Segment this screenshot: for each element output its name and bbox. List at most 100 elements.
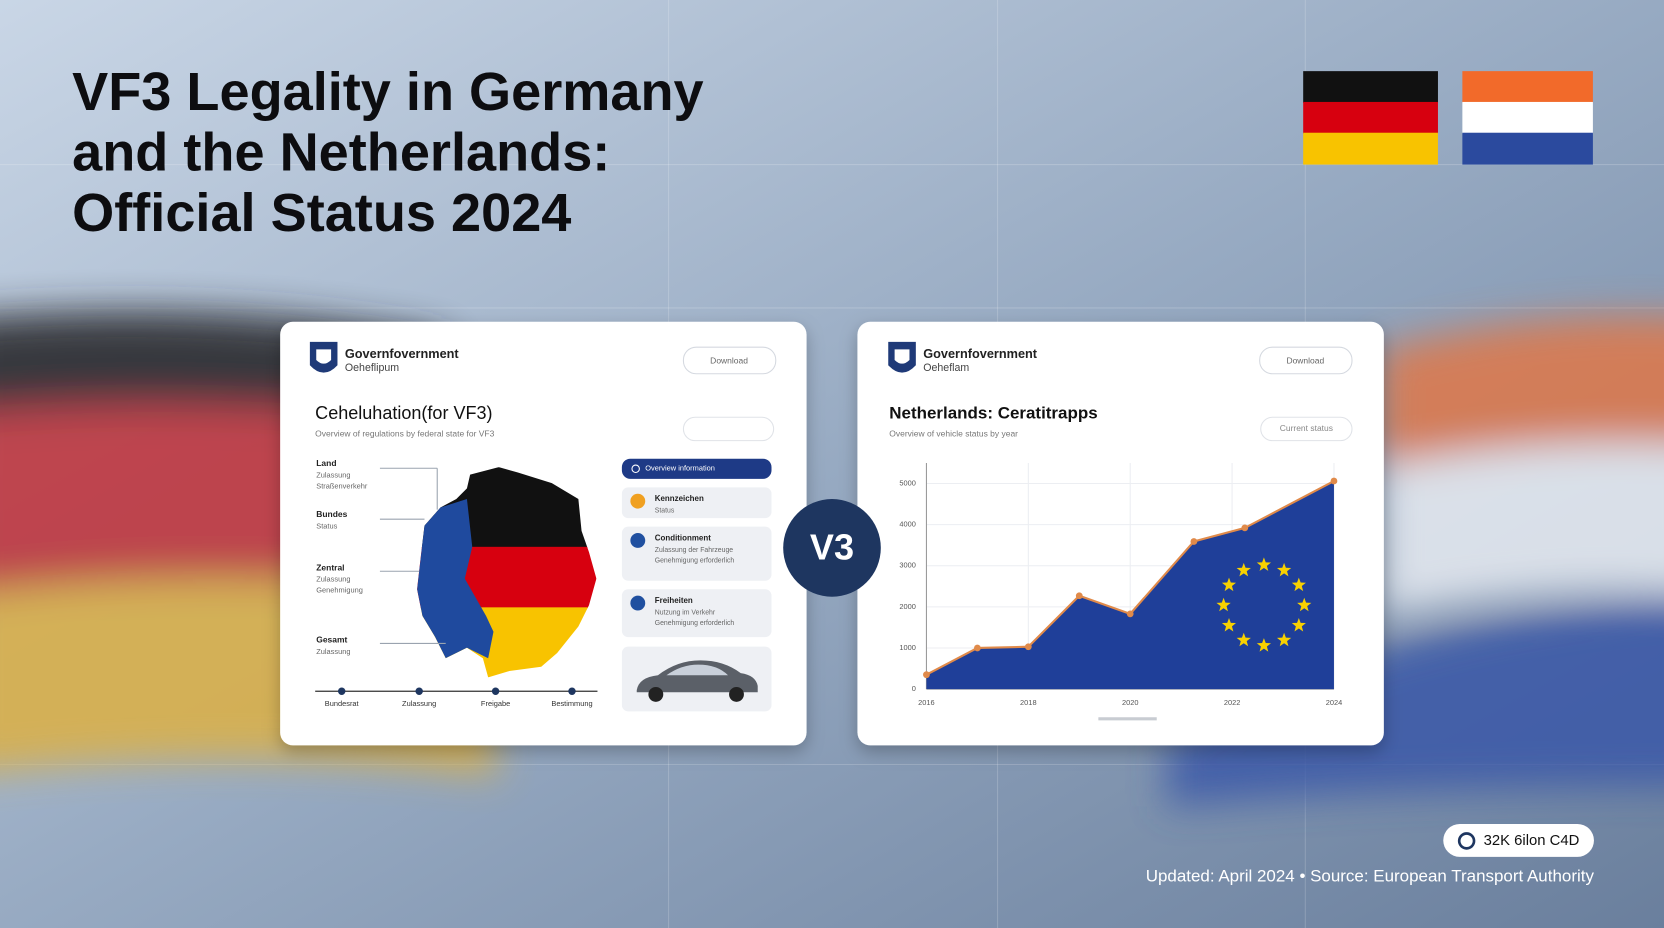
title-line: Official Status 2024 bbox=[72, 183, 571, 243]
map-connectors bbox=[379, 467, 446, 644]
list-icon bbox=[630, 533, 646, 548]
card-heading: Ceheluhation(for VF3) bbox=[315, 403, 492, 423]
legend-line: Genehmigung bbox=[316, 585, 363, 594]
info-list: Overview information Kennzeichen Status Con… bbox=[621, 458, 772, 638]
timeline-dot bbox=[568, 687, 576, 695]
list-title: Overview information bbox=[645, 464, 715, 473]
timeline-dot bbox=[338, 687, 346, 695]
timeline-dot bbox=[415, 687, 423, 695]
netherlands-card: Governfovernment Oeheflam Download Nethe… bbox=[857, 321, 1384, 746]
star bbox=[1297, 597, 1312, 612]
title-line: VF3 Legality in Germany bbox=[72, 62, 704, 122]
list-line: Nutzung im Verkehr bbox=[655, 609, 716, 616]
list-item[interactable] bbox=[621, 458, 772, 479]
star bbox=[1276, 562, 1292, 577]
download-button[interactable] bbox=[1259, 346, 1353, 375]
x-tick-label: 2016 bbox=[918, 698, 935, 707]
blurred-dutch-flag bbox=[1167, 316, 1664, 807]
title-line: and the Netherlands: bbox=[72, 122, 610, 182]
y-tick-label: 5000 bbox=[899, 478, 916, 487]
list-icon bbox=[631, 464, 640, 474]
point bbox=[1190, 538, 1198, 545]
list-line: Genehmigung erforderlich bbox=[655, 620, 735, 627]
y-tick-label: 4000 bbox=[899, 520, 916, 529]
legend-line: Straßenverkehr bbox=[316, 481, 368, 490]
x-tick-label: 2018 bbox=[1020, 698, 1037, 707]
timeline: Bundesrat Zulassung Freigabe Bestimmung bbox=[315, 687, 598, 708]
point bbox=[1075, 592, 1083, 600]
star bbox=[1221, 577, 1237, 592]
line bbox=[925, 480, 1335, 676]
area-chart: 0 1000 2000 3000 4000 5000 2016 2018 2020 2022 202… bbox=[899, 462, 1343, 707]
card-subheading: Overview of vehicle status by year bbox=[889, 429, 1018, 439]
timeline-dot bbox=[491, 687, 500, 695]
timeline-label: Bundesrat bbox=[325, 699, 359, 708]
germany-card: Governfovernment Oeheflipum Download Ceh… bbox=[280, 321, 807, 746]
badge-icon bbox=[1457, 832, 1476, 850]
list-item[interactable] bbox=[621, 589, 772, 638]
y-tick-label: 1000 bbox=[899, 643, 916, 652]
list-icon bbox=[630, 595, 646, 611]
list-line: Status bbox=[655, 508, 675, 515]
legend-line: Zulassung bbox=[316, 647, 350, 656]
filter-button[interactable] bbox=[682, 416, 775, 442]
title: VF3 Legality in Germany and the Netherla… bbox=[72, 62, 704, 243]
point bbox=[1241, 524, 1249, 532]
flag-netherlands bbox=[1462, 71, 1593, 165]
legend-title: Bundes bbox=[316, 509, 347, 519]
status-button[interactable] bbox=[1260, 416, 1353, 442]
x-tick-label: 2022 bbox=[1224, 698, 1241, 707]
timeline-label: Zulassung bbox=[402, 699, 436, 708]
point bbox=[1126, 610, 1134, 618]
star bbox=[1221, 617, 1237, 632]
point bbox=[1330, 477, 1338, 485]
list-icon bbox=[630, 493, 646, 509]
x-tick-label: 2020 bbox=[1122, 698, 1139, 707]
flag-germany bbox=[1303, 71, 1438, 165]
org-sub: Oeheflam bbox=[923, 362, 969, 374]
download-button[interactable] bbox=[682, 346, 777, 375]
legend: LandZulassungStraßenverkehrBundesStatusZ… bbox=[316, 458, 368, 656]
area bbox=[926, 481, 1334, 690]
badge-label: 32K 6ilon C4D bbox=[1484, 833, 1580, 849]
footer: Updated: April 2024 • Source: European T… bbox=[1146, 867, 1595, 886]
y-tick-label: 3000 bbox=[899, 561, 916, 570]
car-image bbox=[636, 660, 758, 702]
star bbox=[1276, 632, 1292, 647]
list-line: Genehmigung erforderlich bbox=[655, 557, 735, 564]
star bbox=[1236, 632, 1251, 647]
point bbox=[1024, 643, 1032, 651]
legend-line: Zulassung bbox=[316, 471, 350, 480]
eu-stars bbox=[1216, 557, 1312, 652]
list-item[interactable] bbox=[621, 526, 772, 581]
button-label: Download bbox=[710, 355, 748, 365]
legend-title: Gesamt bbox=[316, 635, 347, 645]
org-name: Governfovernment bbox=[345, 346, 460, 361]
x-tick-label: 2024 bbox=[1326, 698, 1343, 707]
point bbox=[973, 644, 981, 652]
legend-title: Land bbox=[316, 458, 336, 468]
star bbox=[1216, 597, 1231, 612]
y-tick-label: 2000 bbox=[899, 602, 916, 611]
legend-line: Status bbox=[316, 522, 337, 531]
list-title: Kennzeichen bbox=[655, 494, 704, 503]
list-item[interactable] bbox=[621, 487, 772, 519]
crest bbox=[888, 341, 916, 373]
list-line: Zulassung der Fahrzeuge bbox=[655, 547, 733, 554]
point bbox=[923, 671, 930, 679]
badge bbox=[1443, 823, 1594, 857]
center-badge bbox=[783, 499, 881, 597]
timeline-label: Freigabe bbox=[481, 699, 510, 708]
crest bbox=[309, 341, 338, 373]
star bbox=[1256, 557, 1272, 571]
button-label: Current status bbox=[1280, 423, 1333, 433]
org-sub: Oeheflipum bbox=[345, 362, 399, 374]
card-subheading: Overview of regulations by federal state… bbox=[315, 429, 494, 439]
list-title: Freiheiten bbox=[655, 596, 693, 605]
button-label: Download bbox=[1286, 355, 1324, 365]
star bbox=[1291, 577, 1306, 592]
star bbox=[1236, 562, 1251, 577]
card-heading: Netherlands: Ceratitrapps bbox=[889, 404, 1097, 423]
